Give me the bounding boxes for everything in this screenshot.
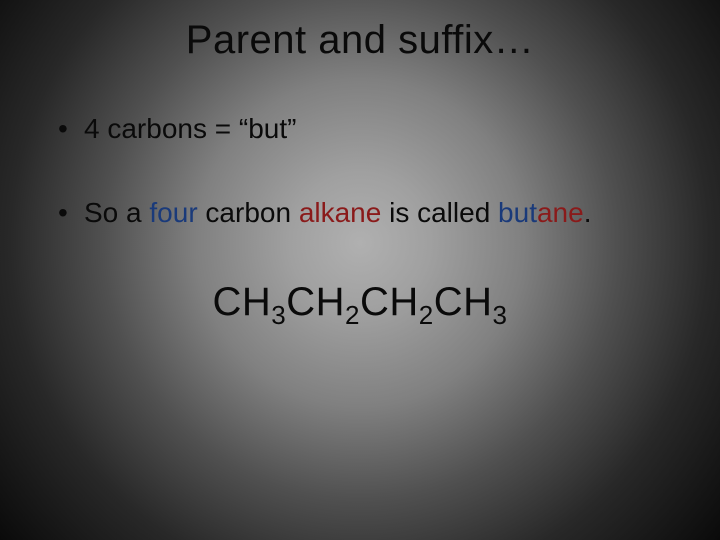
formula-subscript: 2: [419, 300, 434, 330]
slide-title: Parent and suffix…: [40, 18, 680, 63]
formula-segment: CH: [286, 280, 345, 324]
formula-subscript: 2: [345, 300, 360, 330]
bullet-text-run: carbon: [198, 197, 299, 228]
formula-segment: CH: [213, 280, 272, 324]
chemical-formula: CH3CH2CH2CH3: [40, 280, 680, 331]
bullet-text-run: alkane: [299, 197, 382, 228]
formula-segment: CH: [360, 280, 419, 324]
slide: Parent and suffix… 4 carbons = “but” So …: [0, 0, 720, 540]
bullet-text-run: four: [149, 197, 197, 228]
bullet-text-run: So a: [84, 197, 149, 228]
formula-subscript: 3: [493, 300, 508, 330]
bullet-item: So a four carbon alkane is called butane…: [58, 195, 680, 231]
bullet-item: 4 carbons = “but”: [58, 111, 680, 147]
bullet-list: 4 carbons = “but” So a four carbon alkan…: [40, 111, 680, 232]
bullet-text-run: is called: [381, 197, 498, 228]
bullet-text-run: .: [584, 197, 592, 228]
bullet-text-run: ane: [537, 197, 584, 228]
bullet-text-run: but: [498, 197, 537, 228]
formula-segment: CH: [434, 280, 493, 324]
bullet-text: 4 carbons = “but”: [84, 113, 296, 144]
formula-subscript: 3: [271, 300, 286, 330]
